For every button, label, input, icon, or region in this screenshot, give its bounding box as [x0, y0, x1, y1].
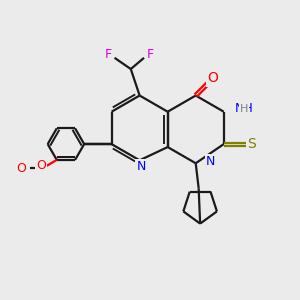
Text: H: H — [240, 104, 248, 114]
Text: O: O — [16, 162, 26, 175]
Text: N: N — [136, 160, 146, 173]
Text: S: S — [248, 137, 256, 151]
Text: O: O — [207, 71, 218, 85]
Text: F: F — [105, 48, 112, 62]
Text: N: N — [206, 155, 215, 168]
Text: NH: NH — [235, 102, 254, 115]
Text: O: O — [36, 159, 46, 172]
Text: F: F — [146, 48, 154, 62]
